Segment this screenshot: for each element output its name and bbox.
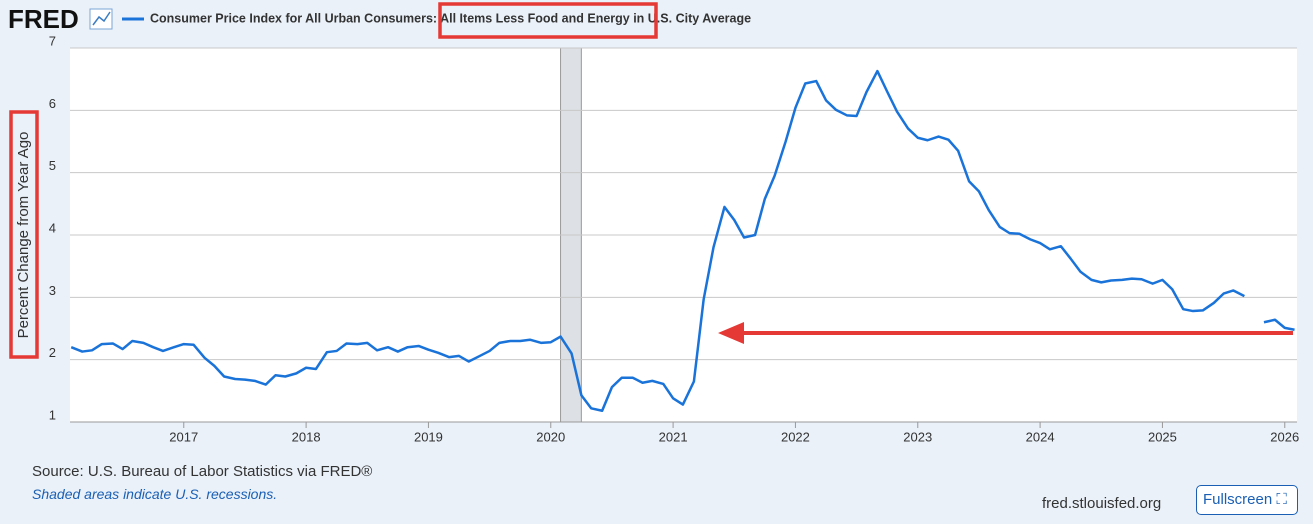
highlight-box — [9, 110, 39, 359]
y-tick-label: 3 — [49, 283, 56, 298]
logo-icon — [89, 8, 113, 30]
y-axis-label: Percent Change from Year Ago — [15, 132, 32, 339]
source: Source: U.S. Bureau of Labor Statistics … — [32, 463, 373, 480]
button-label: Fullscreen — [1203, 491, 1273, 508]
y-tick-label: 2 — [49, 345, 56, 360]
x-tick-label: 2025 — [1148, 429, 1177, 444]
arrow — [718, 322, 1293, 344]
x-tick-label: 2017 — [169, 429, 198, 444]
chart: FRED Consumer Price Index for All Urban … — [8, 2, 1299, 444]
x-tick-label: 2021 — [659, 429, 688, 444]
x-tick-label: 2018 — [292, 429, 321, 444]
highlight-box — [438, 2, 658, 39]
y-tick-label: 1 — [49, 407, 56, 422]
y-tick-label: 4 — [49, 220, 56, 235]
x-tick-label: 2022 — [781, 429, 810, 444]
x-tick-label: 2020 — [536, 429, 565, 444]
plot-layer: 1 2 3 4 5 6 7 2017 2018 2019 2020 2021 2022 2023 2024 2… — [49, 33, 1299, 444]
x-tick-label: 2019 — [414, 429, 443, 444]
fullscreen-button[interactable]: Fullscreen ⛶ — [1196, 485, 1298, 515]
y-tick-label: 6 — [49, 96, 56, 111]
y-tick-label: 5 — [49, 158, 56, 173]
x-tick-label: 2023 — [903, 429, 932, 444]
recession-note: Shaded areas indicate U.S. recessions. — [32, 486, 278, 502]
y-tick-label: 7 — [49, 33, 56, 48]
x-tick-label: 2024 — [1026, 429, 1055, 444]
legend-label: Consumer Price Index for All Urban Consu… — [150, 11, 751, 25]
site-url[interactable]: fred.stlouisfed.org — [1042, 495, 1162, 512]
x-tick-label: 2026 — [1270, 429, 1299, 444]
series-line — [70, 69, 1295, 413]
logo: FRED — [8, 4, 79, 34]
